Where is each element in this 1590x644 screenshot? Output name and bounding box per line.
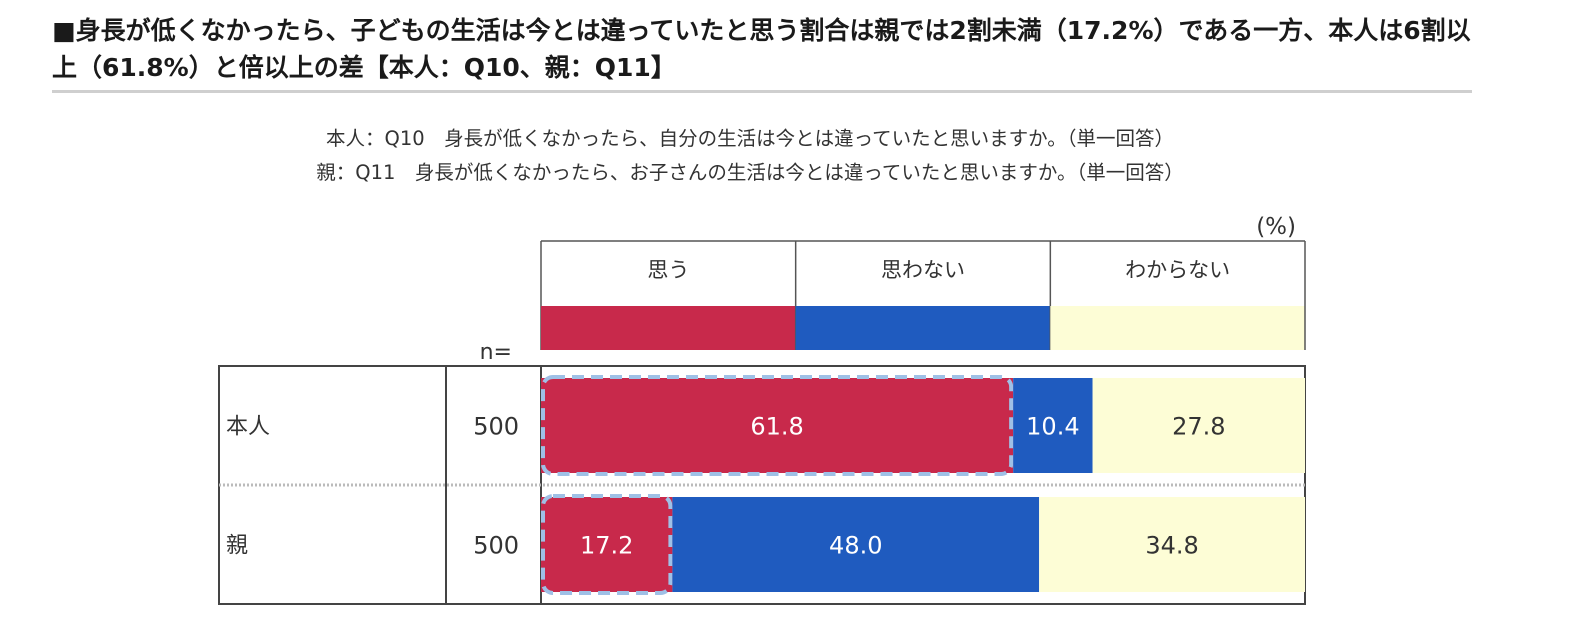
legend-label-series-0: 思う: [647, 258, 689, 282]
data-label: 61.8: [750, 413, 803, 441]
bar-series-0: [541, 378, 1014, 473]
row-label: 本人: [226, 415, 270, 440]
title-divider: [52, 90, 1472, 93]
data-label: 48.0: [829, 532, 882, 560]
data-label: 10.4: [1026, 413, 1079, 441]
data-table: 本人 500 親 500: [218, 365, 1306, 605]
question-parent: 親：Q11 身長が低くなかったら、お子さんの生活は今とは違っていたと思いますか。…: [316, 161, 1184, 184]
unit-label: (%): [1256, 214, 1296, 240]
legend-label-series-1: 思わない: [881, 258, 965, 282]
row-n-value: 500: [473, 413, 519, 441]
bar-series-0: [541, 497, 673, 592]
n-label: n=: [480, 340, 512, 365]
highlight-outline: [541, 375, 1014, 476]
data-label: 17.2: [580, 532, 633, 560]
legend-swatch-series-2: [1050, 306, 1305, 350]
data-label: 27.8: [1172, 413, 1225, 441]
bars: 61.8 10.4 27.8 17.2 48.0 34.8: [541, 375, 1305, 595]
question-self: 本人：Q10 身長が低くなかったら、自分の生活は今とは違っていたと思いますか。（…: [325, 127, 1175, 150]
highlight-outline: [541, 494, 673, 595]
data-label: 34.8: [1145, 532, 1198, 560]
bar-series-2: [1092, 378, 1305, 473]
row-label: 親: [226, 534, 248, 559]
bar-series-1: [1013, 378, 1093, 473]
legend-label-series-2: わからない: [1125, 258, 1230, 282]
row-n-value: 500: [473, 532, 519, 560]
legend-swatch-series-1: [795, 306, 1051, 350]
bar-series-1: [672, 497, 1040, 592]
bar-series-2: [1039, 497, 1305, 592]
legend-swatch-series-0: [541, 306, 796, 350]
page-title: ■身長が低くなかったら、子どもの生活は今とは違っていたと思う割合は親では2割未満…: [52, 16, 1471, 82]
legend: 思う 思わない わからない: [540, 240, 1306, 350]
